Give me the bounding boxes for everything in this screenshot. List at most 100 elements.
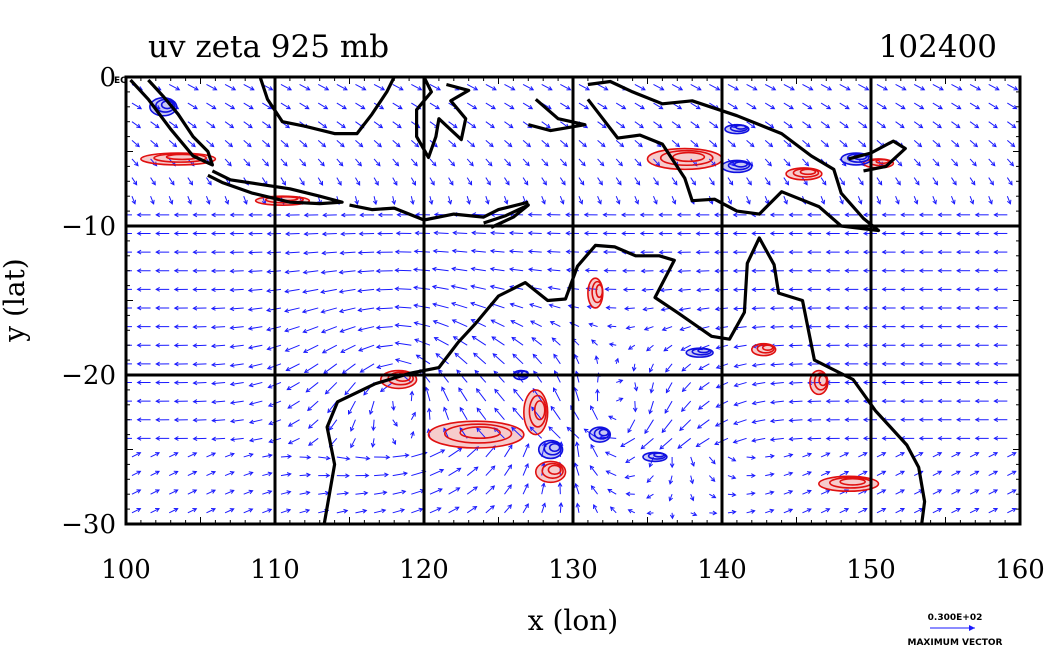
wind-vector-head	[398, 86, 404, 91]
wind-vector	[466, 486, 478, 495]
wind-vector-head	[900, 417, 905, 423]
wind-vector	[350, 419, 356, 432]
wind-vector-head	[663, 347, 669, 352]
wind-vector	[605, 451, 617, 458]
wind-vector-head	[509, 104, 515, 110]
wind-vector	[452, 319, 468, 328]
wind-vector-head	[357, 307, 363, 313]
wind-vector-head	[229, 325, 235, 331]
wind-vector	[690, 494, 694, 501]
wind-vector-head	[769, 123, 775, 129]
wind-vector	[771, 363, 784, 366]
wind-vector-head	[229, 123, 235, 129]
wind-vector	[615, 139, 624, 147]
wind-vector	[443, 427, 450, 439]
wind-vector-head	[733, 401, 739, 407]
wind-vector	[299, 491, 310, 495]
wind-vector	[541, 177, 547, 186]
wind-vector	[662, 326, 673, 331]
wind-vector-head	[211, 212, 216, 218]
wind-vector	[429, 177, 435, 186]
wind-vector	[448, 196, 452, 205]
wind-vector-head	[712, 510, 718, 516]
wind-vector	[932, 452, 942, 458]
wind-vector	[376, 288, 393, 291]
positive-vorticity-contour-3-1	[528, 394, 547, 428]
wind-vector	[764, 177, 771, 186]
wind-vector	[553, 387, 561, 402]
wind-vector-head	[747, 180, 752, 186]
wind-vector-head	[937, 507, 943, 513]
wind-vector-head	[375, 268, 381, 274]
wind-vector	[671, 139, 680, 147]
wind-vector-head	[380, 86, 386, 91]
wind-vector-head	[248, 489, 254, 495]
wind-vector-head	[284, 308, 290, 313]
wind-vector	[634, 401, 636, 412]
wind-vector-head	[395, 230, 401, 236]
wind-vector-head	[668, 479, 674, 485]
wind-vector-head	[844, 305, 850, 311]
wind-vector-head	[473, 486, 478, 491]
wind-vector	[224, 453, 235, 458]
wind-vector-head	[669, 463, 675, 469]
wind-vector	[876, 177, 883, 186]
wind-vector	[616, 397, 623, 402]
wind-vector	[549, 304, 561, 309]
wind-vector-head	[896, 180, 901, 186]
wind-vector-head	[769, 418, 775, 424]
wind-vector	[969, 139, 978, 147]
wind-vector	[504, 84, 515, 91]
wind-vector-head	[305, 86, 311, 91]
wind-vector-head	[248, 363, 254, 369]
wind-vector-head	[247, 287, 253, 293]
wind-vector-head	[787, 142, 792, 148]
wind-vector	[392, 196, 395, 205]
wind-vector	[485, 196, 489, 204]
wind-vector	[355, 177, 361, 186]
wind-vector	[783, 490, 793, 495]
wind-vector-head	[638, 142, 643, 148]
wind-vector-head	[690, 461, 695, 467]
wind-vector	[504, 139, 512, 147]
wind-vector	[649, 363, 654, 373]
wind-vector-head	[247, 268, 253, 274]
wind-vector	[448, 506, 459, 514]
wind-vector-head	[119, 232, 123, 236]
wind-vector	[414, 250, 430, 253]
wind-vector	[895, 84, 906, 91]
wind-vector	[392, 84, 404, 91]
wind-vector	[646, 475, 654, 483]
wind-vector	[299, 84, 310, 91]
wind-vector	[425, 387, 431, 402]
wind-vector	[640, 437, 654, 450]
wind-vector-head	[788, 471, 794, 477]
wind-vector	[969, 84, 981, 91]
wind-vector-head	[376, 364, 382, 370]
wind-vector-head	[844, 104, 850, 110]
wind-vector-head	[322, 212, 328, 218]
wind-vector-head	[325, 473, 331, 478]
wind-vector-head	[640, 268, 646, 274]
wind-vector-head	[993, 470, 999, 475]
wind-vector-head	[281, 180, 287, 186]
wind-vector	[299, 456, 311, 458]
wind-vector	[591, 339, 598, 346]
wind-vector-head	[284, 327, 290, 333]
wind-vector	[187, 102, 198, 110]
wind-vector-head	[266, 326, 272, 332]
wind-vector	[243, 196, 248, 205]
wind-vector	[620, 437, 636, 447]
wind-vector-head	[680, 346, 686, 351]
wind-vector-head	[375, 325, 381, 330]
wind-vector-head	[248, 382, 254, 388]
x-tick-label-160: 160	[995, 555, 1045, 585]
wind-vector-head	[210, 324, 216, 330]
wind-vector	[212, 419, 226, 422]
wind-vector-head	[993, 398, 999, 404]
wind-vector-head	[695, 231, 701, 236]
wind-vector-head	[450, 284, 456, 289]
wind-vector-head	[881, 231, 887, 236]
wind-vector	[187, 508, 197, 514]
wind-vector-head	[731, 509, 737, 515]
